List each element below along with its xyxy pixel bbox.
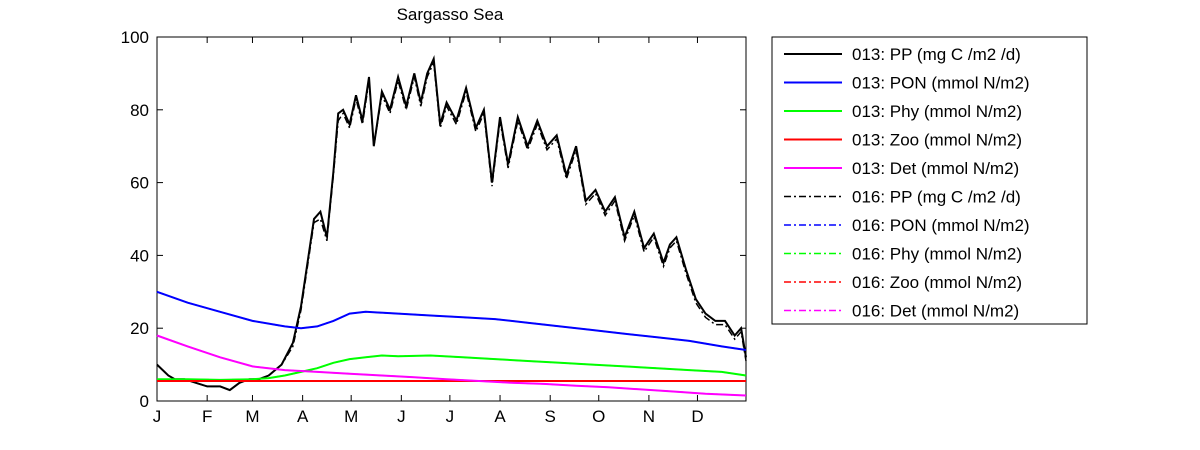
x-tick-label: J xyxy=(397,407,406,426)
y-tick-label: 80 xyxy=(130,101,149,120)
x-tick-label: J xyxy=(153,407,162,426)
legend-label: 013: Det (mmol N/m2) xyxy=(852,159,1019,178)
plot-area: 0 20 40 60 80 100 J F M A M J J A S O N D xyxy=(121,28,747,426)
series-line-5 xyxy=(156,334,747,397)
x-tick-label: F xyxy=(202,407,212,426)
x-tick-label: A xyxy=(494,407,506,426)
x-tick-label: M xyxy=(344,407,358,426)
x-tick-label: A xyxy=(297,407,309,426)
legend-label: 013: Phy (mmol N/m2) xyxy=(852,102,1022,121)
plot-frame xyxy=(156,36,747,402)
legend-box xyxy=(771,36,1088,325)
x-tick-label: D xyxy=(691,407,703,426)
chart-title: Sargasso Sea xyxy=(397,5,504,24)
y-tick-label: 100 xyxy=(121,28,149,47)
legend-label: 013: Zoo (mmol N/m2) xyxy=(852,131,1022,150)
y-tick-label: 20 xyxy=(130,319,149,338)
x-tick-label: N xyxy=(643,407,655,426)
legend-label: 016: Det (mmol N/m2) xyxy=(852,302,1019,321)
y-axis: 0 20 40 60 80 100 xyxy=(121,28,746,411)
x-tick-label: O xyxy=(592,407,605,426)
series-line-2 xyxy=(156,290,747,351)
y-tick-label: 60 xyxy=(130,174,149,193)
x-tick-label: M xyxy=(245,407,259,426)
legend-label: 013: PP (mg C /m2 /d) xyxy=(852,45,1021,64)
series-line-3 xyxy=(157,354,747,381)
y-tick-label: 0 xyxy=(140,392,149,411)
series-line-1 xyxy=(156,54,747,392)
legend: 013: PP (mg C /m2 /d) 013: PON (mmol N/m2… xyxy=(771,36,1088,325)
legend-label: 016: Phy (mmol N/m2) xyxy=(852,245,1022,264)
legend-label: 013: PON (mmol N/m2) xyxy=(852,74,1030,93)
legend-label: 016: PP (mg C /m2 /d) xyxy=(852,188,1021,207)
y-tick-label: 40 xyxy=(130,246,149,265)
x-tick-label: J xyxy=(446,407,455,426)
series-layer xyxy=(156,54,747,397)
legend-label: 016: PON (mmol N/m2) xyxy=(852,216,1030,235)
x-tick-label: S xyxy=(545,407,556,426)
legend-label: 016: Zoo (mmol N/m2) xyxy=(852,273,1022,292)
